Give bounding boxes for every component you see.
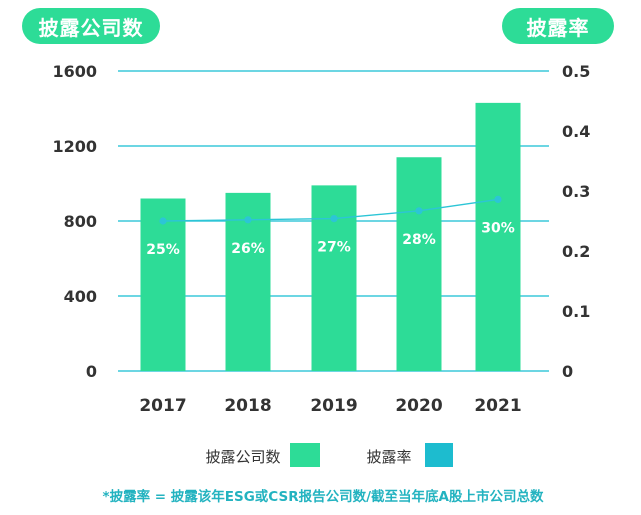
category-label: 2021 bbox=[474, 396, 521, 416]
left-axis-title-badge: 披露公司数 bbox=[22, 8, 160, 44]
rate-point-2017 bbox=[159, 217, 167, 225]
category-label: 2020 bbox=[395, 396, 442, 416]
legend: 披露公司数 披露率 bbox=[205, 443, 453, 467]
right-axis-ticks: 0 0.1 0.2 0.3 0.4 0.5 bbox=[562, 62, 590, 381]
left-tick-label: 1200 bbox=[52, 137, 97, 156]
rate-labels: 25% 26% 27% 28% 30% bbox=[146, 220, 515, 258]
x-axis-categories: 2017 2018 2019 2020 2021 bbox=[139, 396, 521, 416]
rate-point-2021 bbox=[494, 195, 502, 203]
rate-label-2021: 30% bbox=[481, 220, 515, 236]
left-tick-label: 800 bbox=[64, 212, 97, 231]
left-tick-label: 0 bbox=[86, 362, 97, 381]
right-tick-label: 0.4 bbox=[562, 122, 590, 141]
right-tick-label: 0.2 bbox=[562, 242, 590, 261]
left-tick-label: 400 bbox=[64, 287, 97, 306]
category-label: 2017 bbox=[139, 396, 186, 416]
rate-label-2017: 25% bbox=[146, 242, 180, 258]
bar-2020 bbox=[396, 157, 442, 371]
line-series bbox=[159, 195, 502, 225]
category-label: 2018 bbox=[224, 396, 271, 416]
rate-label-2018: 26% bbox=[231, 241, 265, 257]
legend-label-count: 披露公司数 bbox=[205, 448, 280, 466]
right-tick-label: 0.3 bbox=[562, 182, 590, 201]
bar-2017 bbox=[140, 198, 186, 371]
rate-label-2020: 28% bbox=[402, 232, 436, 248]
legend-label-rate: 披露率 bbox=[366, 448, 411, 466]
left-axis-ticks: 0 400 800 1200 1600 bbox=[52, 62, 97, 381]
category-label: 2019 bbox=[310, 396, 357, 416]
legend-swatch-rate bbox=[425, 443, 453, 467]
rate-point-2020 bbox=[415, 207, 423, 215]
rate-point-2019 bbox=[330, 215, 338, 223]
footnote: *披露率 = 披露该年ESG或CSR报告公司数/截至当年底A股上市公司总数 bbox=[103, 488, 544, 505]
right-tick-label: 0.1 bbox=[562, 302, 590, 321]
rate-point-2018 bbox=[244, 216, 252, 224]
bar-series bbox=[140, 102, 521, 371]
rate-label-2019: 27% bbox=[317, 240, 351, 256]
legend-swatch-count bbox=[290, 443, 320, 467]
right-axis-title-badge: 披露率 bbox=[502, 8, 614, 44]
right-tick-label: 0.5 bbox=[562, 62, 590, 81]
bar-2021 bbox=[475, 102, 521, 371]
left-tick-label: 1600 bbox=[52, 62, 97, 81]
bar-2019 bbox=[311, 185, 357, 371]
right-tick-label: 0 bbox=[562, 362, 573, 381]
